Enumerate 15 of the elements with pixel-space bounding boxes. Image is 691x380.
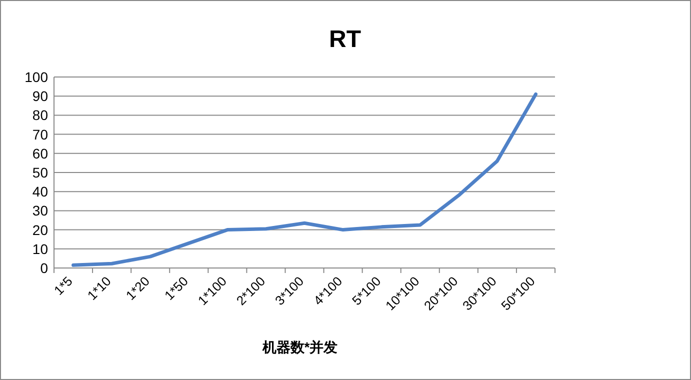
x-axis-title: 机器数*并发 bbox=[261, 339, 338, 355]
y-tick-label: 100 bbox=[24, 69, 48, 85]
y-tick-label: 70 bbox=[32, 126, 48, 142]
y-tick-label: 80 bbox=[32, 107, 48, 124]
y-tick-label: 40 bbox=[32, 184, 48, 200]
y-tick-label: 20 bbox=[32, 222, 48, 238]
line-series bbox=[72, 92, 538, 267]
y-tick-label: 50 bbox=[32, 164, 48, 180]
y-tick-label: 90 bbox=[32, 88, 48, 104]
y-tick-label: 10 bbox=[32, 240, 48, 257]
y-tick-label: 60 bbox=[32, 145, 48, 162]
chart-title: RT bbox=[329, 26, 362, 53]
x-tick-label: 1*5 bbox=[50, 274, 76, 298]
y-tick-label: 30 bbox=[32, 202, 48, 219]
y-tick-label: 0 bbox=[40, 260, 48, 276]
